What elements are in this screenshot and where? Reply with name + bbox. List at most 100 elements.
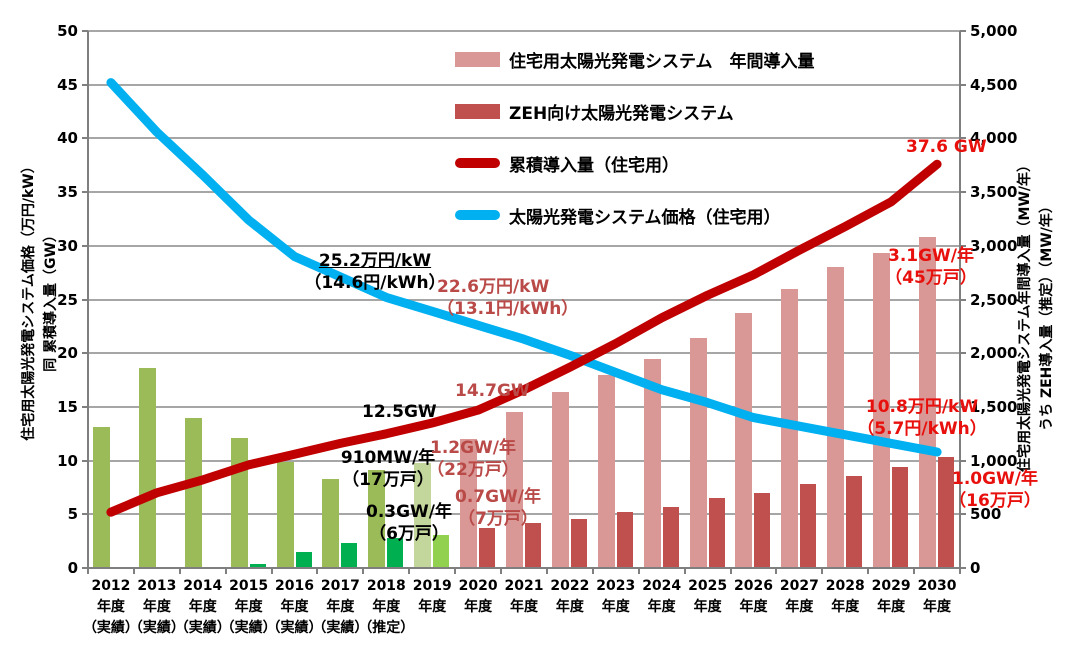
x-label-year: 2027 (779, 578, 819, 594)
x-label-suffix: 年度 (555, 599, 584, 615)
left-axis-tick (82, 352, 88, 355)
bar-zeh-2028 (846, 475, 863, 568)
annotation-11: 1.0GW/年 （16万戸） (885, 468, 1080, 512)
x-axis-tick (87, 567, 89, 574)
annotation-line: （14.6円/kWh） (304, 273, 446, 293)
annotation-line: （16万戸） (949, 491, 1041, 511)
x-label-note: （実績） (266, 620, 323, 636)
left-axis-value-label: 0 (67, 559, 78, 577)
legend-label: ZEH向け太陽光発電システム (509, 103, 734, 124)
annotation-line: 12.5GW (362, 402, 437, 422)
bar-zeh-2021 (525, 522, 541, 568)
annotation-3: 14.7GW (455, 380, 530, 402)
annotation-5: 0.3GW/年 （6万戸） (299, 501, 519, 545)
legend-label: 太陽光発電システム価格（住宅用） (509, 207, 781, 228)
x-label-year: 2020 (458, 578, 498, 594)
right-axis-value-label: 1,500 (970, 397, 1018, 416)
annotation-line: 14.7GW (455, 381, 530, 401)
x-label-note: （実績） (82, 620, 139, 636)
x-label-2018: 2018 年度 （推定） (344, 576, 428, 639)
x-label-year: 2026 (733, 578, 773, 594)
left-axis-value-label: 5 (67, 505, 78, 524)
x-axis-tick (454, 567, 457, 574)
left-axis-title-line2: 同 累積導入量（GW） (43, 228, 59, 372)
right-axis-value-label: 3,500 (970, 183, 1018, 202)
x-label-suffix: 年度 (923, 599, 952, 615)
x-label-year: 2015 (229, 578, 269, 594)
x-label-2025: 2025 年度 (666, 576, 750, 618)
gridline (88, 83, 960, 86)
bar-annual-2027 (781, 288, 799, 568)
x-label-suffix: 年度 (326, 599, 355, 615)
left-axis-title: 住宅用太陽光発電システム価格（万円/kW） 同 累積導入量（GW） (18, 10, 62, 590)
right-axis-tick (960, 405, 966, 408)
left-axis-tick (82, 298, 88, 301)
legend-label: 累積導入量（住宅用） (509, 155, 679, 176)
x-axis-tick (270, 567, 273, 574)
left-axis-tick (82, 137, 88, 140)
annotation-6: 1.2GW/年 （22万戸） (363, 437, 583, 481)
left-axis-tick (82, 567, 88, 569)
x-label-2030: 2030 年度 (895, 576, 979, 618)
x-label-suffix: 年度 (693, 599, 722, 615)
left-axis-tick (82, 513, 88, 516)
x-label-suffix: 年度 (464, 599, 493, 615)
right-axis-value-label: 2,500 (970, 290, 1018, 309)
x-axis-tick (637, 567, 640, 574)
x-label-2023: 2023 年度 (574, 576, 658, 618)
legend-label: 住宅用太陽光発電システム 年間導入量 (509, 51, 815, 72)
annotation-2: 12.5GW (362, 401, 437, 423)
right-axis-tick (960, 459, 966, 462)
x-label-suffix: 年度 (785, 599, 814, 615)
annotation-line: 22.6万円/kW (437, 277, 550, 297)
annotation-1: 22.6万円/kW （13.1円/kWh） (437, 276, 578, 320)
x-axis-tick (729, 567, 732, 574)
x-label-year: 2028 (825, 578, 865, 594)
right-axis-tick (960, 191, 966, 194)
bar-zeh-2020 (479, 528, 496, 568)
right-axis-value-label: 0 (970, 559, 981, 577)
x-label-suffix: 年度 (601, 599, 630, 615)
right-axis-value-label: 1,000 (970, 451, 1018, 470)
bar-zeh-2026 (754, 492, 771, 568)
legend-swatch-bar-icon (455, 51, 500, 67)
bar-zeh-2024 (662, 506, 679, 568)
right-axis-value-label: 3,000 (970, 236, 1018, 255)
x-label-suffix: 年度 (142, 599, 171, 615)
x-axis-tick (867, 567, 870, 574)
x-axis-line (87, 567, 961, 569)
right-axis-tick (960, 298, 966, 301)
right-axis-tick (960, 83, 966, 86)
annotation-line: （13.1円/kWh） (437, 299, 579, 319)
x-label-2014: 2014 年度 （実績） (161, 576, 245, 639)
bar-annual-2024 (643, 358, 661, 568)
annotation-line: 1.0GW/年 (951, 469, 1039, 489)
gridline (88, 137, 960, 140)
x-axis-tick (959, 567, 961, 574)
x-label-note: （実績） (220, 620, 277, 636)
x-label-suffix: 年度 (510, 599, 538, 615)
x-axis-tick (316, 567, 319, 574)
x-label-2019: 2019 年度 (390, 576, 474, 618)
x-label-year: 2025 (688, 578, 728, 594)
x-label-year: 2017 (320, 578, 360, 594)
left-axis-value-label: 50 (57, 22, 78, 40)
annotation-line: （22万戸） (427, 460, 519, 480)
x-label-2024: 2024 年度 (620, 576, 704, 618)
right-axis-tick (960, 352, 966, 355)
bar-annual-2012 (92, 427, 110, 568)
right-axis-tick (960, 244, 966, 247)
bar-zeh-2027 (800, 484, 817, 568)
annotation-line: （45万戸） (885, 268, 977, 288)
annotation-line: 3.1GW/年 (887, 246, 975, 266)
x-label-suffix: 年度 (418, 599, 447, 615)
right-axis-value-label: 4,500 (970, 75, 1018, 94)
legend-item-1: ZEH向け太陽光発電システム (455, 94, 734, 128)
right-axis-tick (960, 567, 966, 569)
left-axis-value-label: 45 (57, 75, 78, 94)
x-label-2027: 2027 年度 (757, 576, 841, 618)
legend-item-2: 累積導入量（住宅用） (455, 146, 679, 180)
annotation-line: （17万戸） (342, 470, 434, 490)
x-label-suffix: 年度 (234, 599, 263, 615)
